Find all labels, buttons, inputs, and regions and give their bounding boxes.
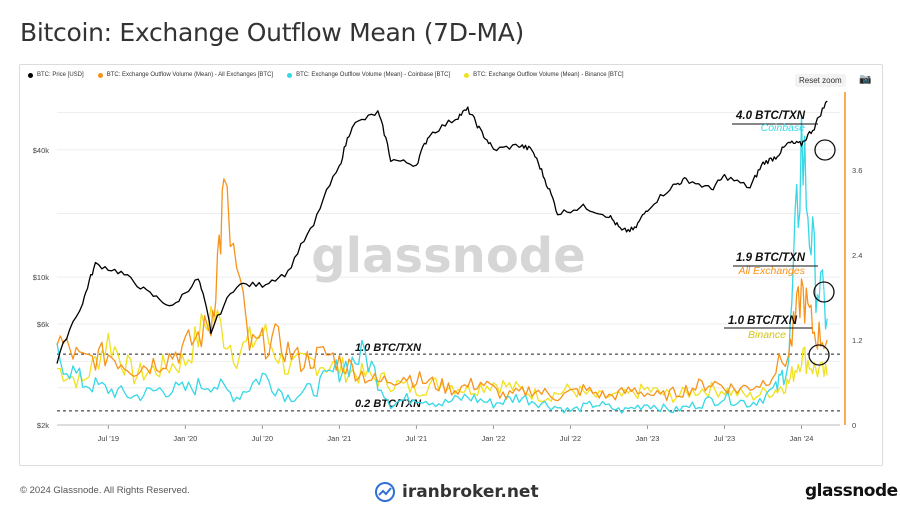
- annotation-circle: [808, 344, 830, 366]
- right-tick-label: 3.6: [852, 166, 862, 175]
- legend-label-coinbase: BTC: Exchange Outflow Volume (Mean) - Co…: [296, 72, 451, 78]
- legend-dot-binance: [464, 72, 470, 78]
- annotation-value: 1.9 BTC/TXN: [736, 252, 806, 264]
- x-tick-label: Jan '21: [327, 434, 351, 443]
- legend-item-binance[interactable]: BTC: Exchange Outflow Volume (Mean) - Bi…: [464, 72, 624, 78]
- legend-item-all-exchanges[interactable]: BTC: Exchange Outflow Volume (Mean) - Al…: [97, 72, 274, 78]
- left-tick-label: $2k: [37, 421, 49, 430]
- x-tick-label: Jul '23: [714, 434, 735, 443]
- left-tick-label: $10k: [33, 273, 50, 282]
- legend-item-coinbase[interactable]: BTC: Exchange Outflow Volume (Mean) - Co…: [287, 72, 450, 78]
- partner-brand: iranbroker.net: [374, 481, 539, 503]
- x-tick-label: Jul '21: [406, 434, 427, 443]
- legend-label-binance: BTC: Exchange Outflow Volume (Mean) - Bi…: [473, 72, 624, 78]
- watermark: glassnode: [311, 228, 585, 284]
- x-tick-label: Jan '24: [790, 434, 814, 443]
- reference-line-label: 1.0 BTC/TXN: [355, 342, 422, 354]
- annotation-value: 1.0 BTC/TXN: [728, 315, 798, 327]
- series-line-coinbase: [56, 116, 828, 414]
- left-tick-label: $6k: [37, 320, 49, 329]
- x-tick-label: Jan '22: [481, 434, 505, 443]
- x-tick-label: Jan '23: [635, 434, 659, 443]
- chart-trend-icon: [375, 482, 395, 502]
- series-line-price: [56, 100, 828, 364]
- chart-panel: [19, 64, 883, 466]
- legend-dot-price: [28, 72, 33, 78]
- annotation-label: Binance: [748, 329, 786, 341]
- x-tick-label: Jul '20: [252, 434, 273, 443]
- series-line-binance: [57, 305, 828, 404]
- legend-item-price[interactable]: BTC: Price [USD]: [28, 72, 84, 78]
- annotation-circle: [814, 139, 836, 161]
- copyright: © 2024 Glassnode. All Rights Reserved.: [20, 485, 190, 496]
- partner-brand-text: iranbroker.net: [402, 482, 539, 502]
- x-tick-label: Jan '20: [173, 434, 197, 443]
- annotation-circle: [813, 281, 835, 303]
- legend-label-price: BTC: Price [USD]: [37, 72, 84, 78]
- annotation-label: All Exchanges: [737, 265, 805, 277]
- left-tick-label: $40k: [33, 146, 50, 155]
- camera-icon[interactable]: 📷: [859, 74, 872, 85]
- x-tick-label: Jul '19: [98, 434, 119, 443]
- right-tick-label: 2.4: [852, 251, 862, 260]
- series-line-all-exchanges: [56, 178, 828, 402]
- legend: BTC: Price [USD] BTC: Exchange Outflow V…: [28, 72, 624, 78]
- chart-title: Bitcoin: Exchange Outflow Mean (7D-MA): [20, 18, 524, 47]
- right-tick-label: 1.2: [852, 336, 862, 345]
- annotation-value: 4.0 BTC/TXN: [735, 110, 806, 122]
- legend-dot-coinbase: [287, 72, 293, 78]
- glassnode-logo: glassnode: [805, 481, 898, 501]
- annotation-label: Coinbase: [761, 122, 806, 134]
- reset-zoom-button[interactable]: Reset zoom: [795, 74, 846, 87]
- legend-label-all-exchanges: BTC: Exchange Outflow Volume (Mean) - Al…: [106, 72, 274, 78]
- legend-dot-all-exchanges: [97, 72, 103, 78]
- right-tick-label: 0: [852, 421, 856, 430]
- x-tick-label: Jul '22: [560, 434, 581, 443]
